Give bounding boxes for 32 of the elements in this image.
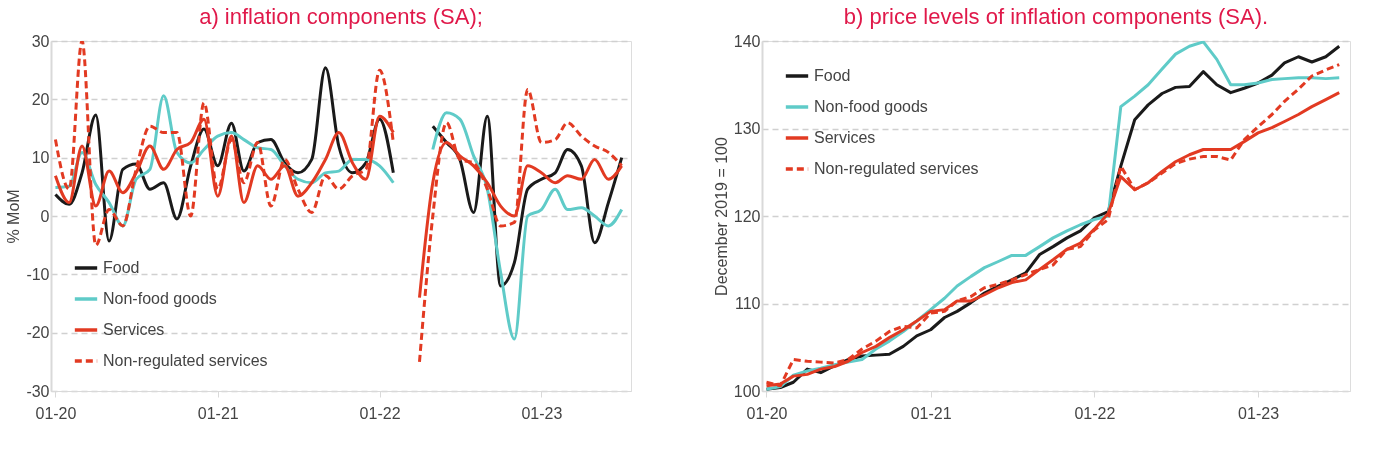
y-axis-title: December 2019 = 100: [712, 137, 730, 296]
y-axis-title: % MoM: [5, 189, 23, 244]
y-tick-label: -20: [26, 324, 50, 342]
y-tick-label: 120: [733, 207, 761, 225]
chart-title: a) inflation components (SA);: [199, 4, 483, 29]
x-tick-label: 01-22: [1074, 404, 1116, 422]
x-tick-label: 01-22: [359, 404, 401, 422]
x-tick-label: 01-20: [35, 404, 77, 422]
y-tick-label: 100: [733, 382, 761, 400]
legend-label: Food: [103, 259, 140, 276]
legend-label: Non-food goods: [103, 290, 217, 307]
y-tick-label: -10: [26, 265, 50, 283]
chart-title: b) price levels of inflation components (SA).: [843, 4, 1269, 29]
y-tick-label: 110: [734, 295, 761, 312]
y-tick-label: 130: [733, 120, 761, 137]
legend-label: Services: [103, 321, 165, 338]
legend-label: Non-food goods: [814, 98, 928, 115]
y-tick-label: 10: [31, 149, 50, 167]
y-tick-label: 30: [31, 32, 50, 50]
x-tick-label: 01-21: [910, 404, 952, 422]
x-tick-label: 01-23: [1238, 404, 1280, 422]
y-tick-label: 20: [31, 90, 50, 108]
x-tick-label: 01-21: [197, 404, 239, 422]
legend-label: Non-regulated services: [814, 160, 979, 177]
y-tick-label: -30: [26, 382, 50, 400]
y-tick-label: 140: [733, 32, 761, 50]
legend-label: Services: [814, 129, 876, 146]
x-tick-label: 01-20: [746, 404, 788, 422]
legend-label: Food: [814, 67, 851, 84]
x-tick-label: 01-23: [521, 404, 563, 422]
legend-label: Non-regulated services: [103, 352, 268, 369]
y-tick-label: 0: [40, 207, 50, 225]
